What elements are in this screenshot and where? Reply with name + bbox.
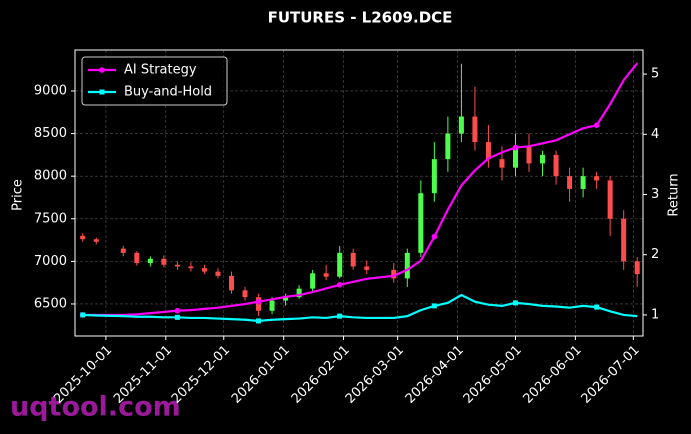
candle-body: [337, 252, 343, 277]
line-marker: [255, 298, 262, 305]
line-marker: [174, 314, 180, 320]
y2-tick-label: 4: [651, 127, 659, 142]
candle-body: [215, 271, 221, 276]
return-line: [82, 62, 639, 317]
y-tick-label: 9000: [34, 83, 67, 98]
y-tick-label: 6500: [34, 296, 67, 311]
candle-body: [526, 146, 532, 164]
chart-title: FUTURES - L2609.DCE: [268, 9, 453, 27]
candle-body: [174, 264, 180, 267]
candle-body: [594, 176, 600, 181]
line-marker: [256, 318, 262, 324]
line-marker: [512, 144, 519, 151]
candle-body: [445, 133, 451, 160]
candle-body: [607, 180, 613, 219]
y-tick-label: 8000: [34, 169, 67, 184]
line-marker: [593, 122, 600, 129]
line-marker: [336, 282, 343, 288]
candle-body: [540, 154, 546, 164]
candle-body: [431, 159, 437, 194]
candle-body: [242, 290, 248, 298]
candle-body: [188, 266, 194, 269]
legend-marker: [99, 67, 105, 73]
watermark: uqtool.com: [10, 392, 181, 423]
candle-body: [391, 269, 397, 279]
line-marker: [174, 307, 181, 314]
legend-marker: [99, 89, 105, 95]
line-marker: [431, 233, 438, 240]
legend-label: Buy-and-Hold: [124, 85, 212, 100]
candle-body: [458, 116, 464, 134]
y-axis-label: Price: [11, 179, 26, 211]
y2-tick-label: 1: [651, 307, 659, 322]
candle-body: [296, 288, 302, 298]
candle-body: [364, 266, 370, 270]
y-tick-label: 7500: [34, 211, 67, 226]
candle-body: [80, 235, 86, 240]
candle-body: [472, 116, 478, 143]
candle-body: [621, 218, 627, 262]
candle-body: [553, 154, 559, 177]
candle-body: [350, 252, 356, 267]
y2-tick-label: 5: [651, 67, 659, 82]
candle-body: [283, 297, 289, 301]
line-marker: [431, 303, 437, 309]
candle-body: [634, 261, 640, 275]
candle-body: [201, 268, 207, 272]
candle-body: [485, 142, 491, 160]
line-marker: [512, 300, 518, 306]
candle-body: [228, 275, 234, 291]
return-line: [82, 293, 638, 323]
candle-body: [147, 258, 153, 264]
y2-axis-label: Return: [667, 173, 682, 216]
plot-frame: [74, 49, 644, 337]
candle-body: [161, 258, 167, 265]
candle-body: [499, 159, 505, 168]
candle-body: [120, 248, 126, 253]
y-tick-label: 7000: [34, 254, 67, 269]
y-tick-label: 8500: [34, 126, 67, 141]
candle-body: [269, 300, 275, 311]
legend-box: [81, 56, 228, 106]
line-marker: [80, 312, 86, 318]
legend-label: AI Strategy: [124, 63, 197, 78]
candle-body: [323, 273, 329, 277]
candle-body: [512, 146, 518, 168]
candle-body: [310, 273, 316, 289]
line-marker: [337, 313, 343, 319]
y2-tick-label: 2: [651, 247, 659, 262]
candle-body: [580, 176, 586, 189]
candle-body: [93, 239, 99, 242]
line-marker: [594, 304, 600, 310]
candle-body: [404, 252, 410, 279]
candle-body: [567, 176, 573, 189]
candle-body: [134, 252, 140, 264]
y2-tick-label: 3: [651, 187, 659, 202]
candle-body: [418, 193, 424, 253]
